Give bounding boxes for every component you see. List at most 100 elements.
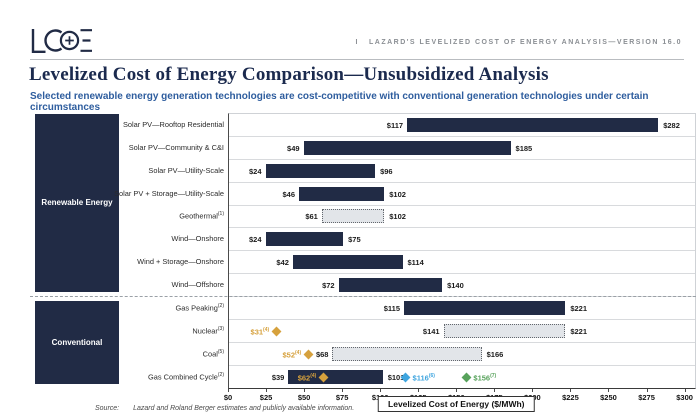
gold-diamond-marker [271,326,282,337]
bar-low-value: $72 [322,281,335,291]
axis-tick-mark [380,389,382,392]
marker-value-label: $116(6) [413,373,435,383]
cost-range-bar [265,232,344,247]
plot-row: $39 $101 $62(4) $116(6) $156(7) [229,366,695,389]
bar-low-value: $49 [287,143,300,153]
row-label: Geothermal(1) [112,211,224,220]
axis-tick-label: $50 [297,393,311,402]
plot-area: $117 $282 $49 $185 $24 $96 $46 $102 $61 $102 $24 $7… [228,113,696,389]
bar-high-value: $114 [407,258,424,268]
cost-range-bar [299,186,385,201]
plot-row: $61 $102 [229,206,695,229]
axis-tick-label: $225 [562,393,579,402]
bar-low-value: $24 [249,235,262,245]
bar-high-value: $75 [348,235,361,245]
source-text: Lazard and Roland Berger estimates and p… [133,405,355,412]
cost-range-bar [404,300,566,315]
marker-footnote: (4) [310,372,317,379]
cost-range-bar [288,369,383,384]
axis-tick-mark [646,389,648,392]
tagline-prefix: I [355,39,359,46]
marker-footnote: (4) [295,349,302,356]
marker-value-label: $62(4) [298,373,317,383]
bar-high-value: $166 [486,349,504,359]
category-label: Conventional [51,337,103,347]
row-label: Solar PV—Utility-Scale [112,166,224,175]
bar-low-value: $39 [271,372,285,382]
row-label: Gas Peaking(2) [112,303,224,312]
row-label-footnote: (3) [217,325,224,332]
bar-high-value: $221 [570,303,588,313]
axis-tick-mark [608,389,610,392]
category-box-conventional: Conventional [35,300,119,384]
axis-tick-label: $250 [600,393,617,402]
row-label-footnote: (2) [217,371,224,378]
category-box-renewable: Renewable Energy [35,114,119,292]
bar-high-value: $96 [380,166,393,176]
bar-low-value: $68 [315,349,329,359]
gold-diamond-marker [303,349,314,360]
cost-range-bar [292,255,403,270]
plot-row: $141 $221 $31(4) [229,320,695,343]
group-separator-dashed-line [30,296,696,297]
row-label-text: Gas Peaking [175,303,218,313]
marker-value-text: $156 [473,373,491,383]
plot-row: $24 $75 [229,228,695,252]
bar-low-value: $42 [276,258,289,268]
bar-high-value: $282 [663,120,680,130]
row-label-text: Geothermal [179,211,218,221]
row-label-text: Wind—Offshore [171,280,224,290]
row-label: Solar PV + Storage—Utility-Scale [112,189,224,198]
plot-row: $46 $102 [229,183,695,206]
row-label: Nuclear(3) [112,326,224,335]
row-label: Wind—Offshore [112,280,224,289]
cost-range-bar [338,278,443,293]
category-label: Renewable Energy [41,198,113,208]
row-label-footnote: (2) [217,302,224,309]
marker-value-text: $52 [282,350,296,360]
marker-value-text: $31 [250,327,264,337]
row-label: Coal(5) [112,349,224,358]
marker-value-text: $62 [297,373,311,383]
bar-low-value: $117 [386,120,404,130]
bar-high-value: $101 [387,372,405,382]
row-label-text: Gas Combined Cycle [148,372,218,382]
plot-row: $24 $96 [229,160,695,183]
marker-footnote: (4) [263,326,270,333]
page-subtitle: Selected renewable energy generation tec… [30,91,649,113]
bar-low-value: $141 [422,326,440,336]
cost-range-bar [303,140,511,155]
report-tagline: I LAZARD'S LEVELIZED COST OF ENERGY ANALY… [356,39,682,46]
bar-high-value: $102 [389,212,406,222]
source-note: Source: Lazard and Roland Berger estimate… [95,405,354,412]
cost-range-bar [443,323,566,338]
marker-value-text: $116 [412,373,429,383]
bar-high-value: $102 [389,189,406,199]
green-diamond-marker [461,372,472,383]
plot-row: $49 $185 [229,137,695,160]
header-divider [30,59,684,60]
plot-row: $115 $221 [229,297,695,320]
row-label-footnote: (5) [217,348,224,355]
row-label-text: Wind—Onshore [171,234,224,244]
lcoe-range-chart: $117 $282 $49 $185 $24 $96 $46 $102 $61 $102 $24 $7… [0,113,700,402]
row-label: Solar PV—Community & C&I [112,143,224,152]
marker-footnote: (7) [490,372,497,379]
axis-tick-label: $75 [335,393,349,402]
axis-tick-mark [684,389,686,392]
row-label-text: Solar PV—Rooftop Residential [122,119,224,129]
marker-footnote: (6) [428,372,435,379]
row-label-text: Nuclear [192,326,218,336]
row-label-text: Solar PV—Community & C&I [128,142,224,152]
axis-tick-mark [304,389,306,392]
x-axis-title: Levelized Cost of Energy ($/MWh) [378,396,535,412]
bar-low-value: $61 [305,212,318,222]
row-label-footnote: (1) [217,211,224,218]
row-label: Gas Combined Cycle(2) [112,372,224,381]
marker-value-label: $156(7) [473,373,496,383]
page-title: Levelized Cost of Energy Comparison—Unsu… [29,64,549,85]
row-label: Wind + Storage—Onshore [112,257,224,266]
cost-range-bar [321,209,385,224]
bar-low-value: $115 [383,303,401,313]
